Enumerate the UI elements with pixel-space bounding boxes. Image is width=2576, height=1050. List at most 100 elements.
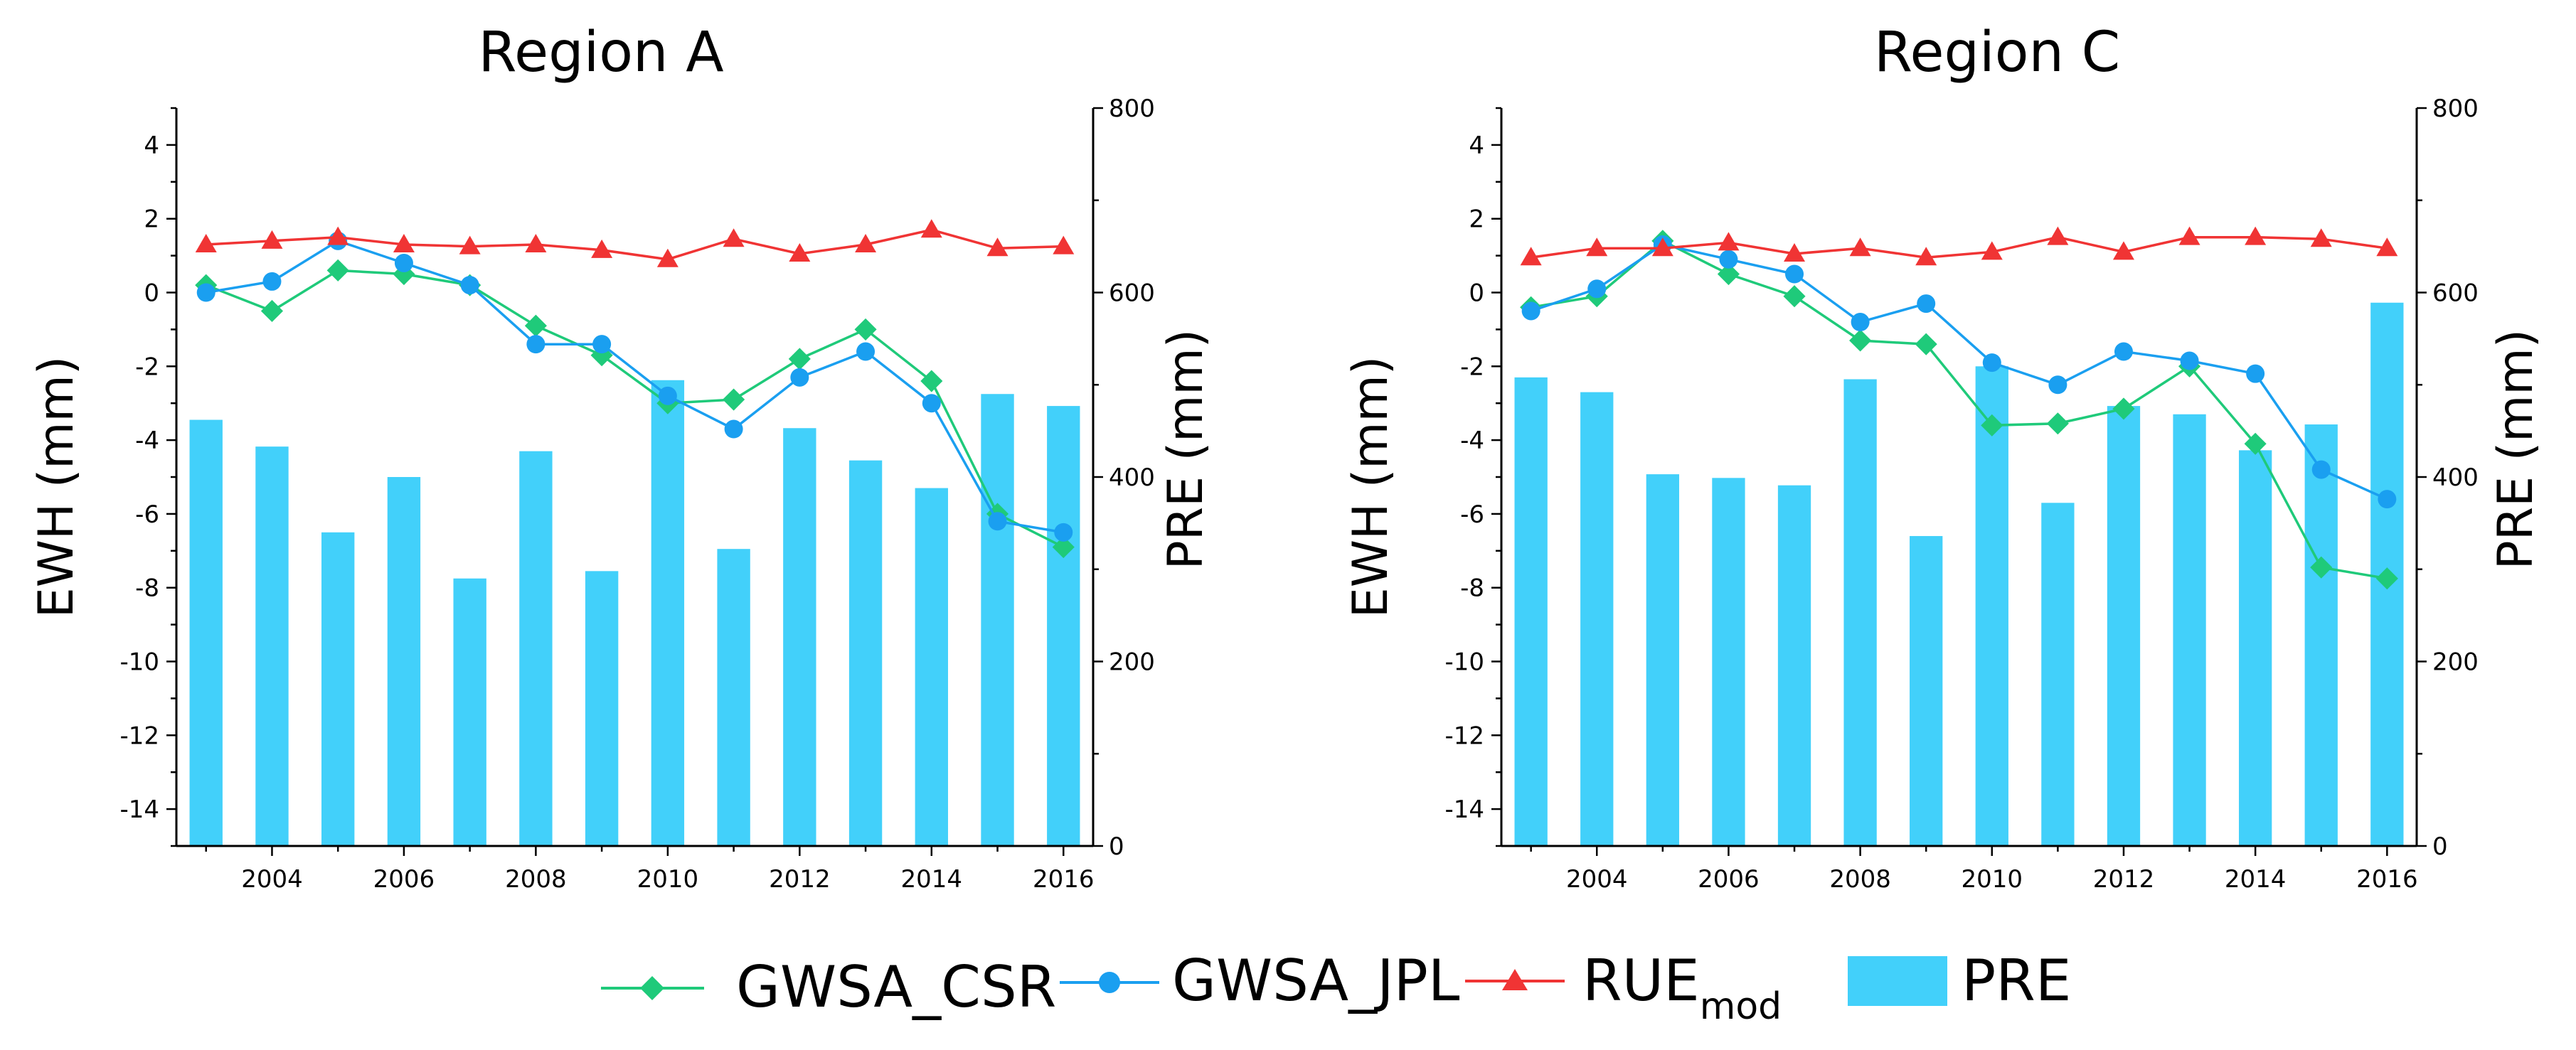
panel-c-csr-point-2016 [2375,567,2398,590]
panel-a-y2-tick-label: 200 [1109,648,1155,677]
panel-a-pre-bar-2016 [1047,406,1080,846]
panel-c-y-tick-label: 0 [1469,279,1484,308]
panel-a-pre-bar-2006 [387,477,421,846]
panel-c-jpl-point-2007 [1785,264,1804,284]
legend-jpl-circle-marker [1099,972,1120,993]
panel-a-plot: 4 2 0 -2 -4 -6 -8 -10 -12 -14 800 600 400 200 0 2004 200… [119,95,1154,894]
legend-pre-bar-swatch [1848,956,1947,1006]
panel-c-y-tick-label: -6 [1460,500,1484,529]
panel-c-csr-point-2010 [1981,414,2003,436]
panel-a-y2-tick-label: 400 [1109,464,1155,492]
panel-c-pre-bar-2010 [1975,366,2008,846]
panel-c-ylabel: EWH (mm) [1343,356,1399,618]
panel-c-csr-point-2007 [1783,285,1806,308]
panel-a-x-tick-label: 2008 [505,865,567,894]
panel-a-rue-point-2016 [1053,235,1075,255]
panel-c-pre-bar-2007 [1777,485,1811,846]
panel-c-rue-point-2010 [1981,241,2003,260]
panel-c-x-tick-label: 2010 [1962,865,2023,894]
panel-a-pre-bar-2013 [848,460,883,846]
legend-rue-label: RUEmod [1582,948,1782,1028]
panel-a-rue-point-2005 [327,226,349,245]
panel-c-y2label: PRE (mm) [2488,329,2544,569]
panel-a-rue-point-2014 [920,219,942,238]
legend-item-pre: PRE [1848,948,2071,1014]
panel-c-y2-tick-label: 200 [2432,648,2479,677]
panel-c-csr-point-2011 [2046,412,2069,435]
panel-c-pre-bar-2014 [2239,450,2272,846]
panel-a-pre-bar-2004 [255,446,289,846]
panel-c-y-tick-label: -10 [1444,648,1484,677]
panel-c-pre-bar-2004 [1580,392,1614,846]
panel-c-x-tick-label: 2004 [1566,865,1628,894]
panel-a-rue-point-2008 [525,234,547,253]
panel-c-jpl-point-2011 [2048,375,2067,395]
panel-c-jpl-point-2004 [1587,279,1607,299]
panel-a-csr-point-2011 [723,388,745,411]
panel-a-rue-point-2004 [261,230,283,249]
panel-a-jpl-point-2016 [1054,523,1073,542]
panel-c-x-tick-label: 2008 [1829,865,1891,894]
panel-c-csr-point-2008 [1849,329,1872,352]
panel-a-rue-point-2012 [789,243,811,262]
panel-a-y-tick-label: -10 [119,648,159,677]
panel-a-rue-point-2007 [459,235,481,255]
panel-c-pre-bar-2012 [2107,406,2141,846]
legend-pre-label: PRE [1962,948,2071,1014]
panel-a-pre-bar-2008 [519,451,553,846]
panel-a-jpl-point-2004 [262,272,282,291]
panel-a-x-tick-label: 2006 [373,865,435,894]
panel-c-csr-point-2014 [2244,432,2267,455]
panel-a-jpl-point-2014 [922,394,941,413]
panel-c-rue-point-2012 [2112,241,2134,260]
panel-c-y-tick-label: -14 [1444,795,1484,824]
panel-c-pre-bar-2015 [2304,424,2338,846]
panel-a-y-tick-label: -4 [135,427,159,455]
panel-a-pre-bar-2007 [453,578,486,846]
legend-jpl-label: GWSA_JPL [1172,948,1460,1014]
panel-a-ylabel: EWH (mm) [28,356,85,618]
panel-a-jpl-point-2013 [856,342,875,361]
panel-c-jpl-point-2015 [2311,460,2331,479]
panel-a-rue-point-2006 [393,234,415,253]
panel-c-rue-line [1531,235,2388,259]
panel-a-rue-point-2011 [723,228,745,247]
panel-a-jpl-point-2008 [526,335,545,354]
panel-a-jpl-point-2010 [658,386,677,405]
panel-a-title: Region A [478,21,723,85]
panel-c-rue-point-2016 [2376,237,2398,257]
panel-a-jpl-point-2015 [988,512,1007,531]
legend-rue-label-sub: mod [1700,985,1782,1028]
panel-c-rue-point-2005 [1651,237,1673,257]
panel-a-y-tick-label: -14 [119,795,159,824]
panel-a-jpl-point-2003 [196,283,215,302]
panel-c-y-tick-label: -8 [1460,574,1484,603]
panel-c-csr-point-2015 [2310,556,2333,579]
panel-a-csr-point-2013 [854,318,877,341]
panel-c-x-tick-label: 2014 [2225,865,2287,894]
panel-a-x-tick-label: 2010 [637,865,699,894]
panel-a-y-tick-label: -12 [119,722,159,750]
legend-csr-diamond-marker [640,976,664,1000]
panel-a-rue-point-2003 [195,234,217,253]
panel-c-jpl-point-2013 [2180,351,2199,370]
panel-c-plot: 4 2 0 -2 -4 -6 -8 -10 -12 -14 800 600 400 200 0 2004 200… [1444,95,2478,894]
panel-c-y-tick-label: 4 [1469,132,1484,160]
panel-c-pre-bar-2008 [1843,379,1877,846]
panel-c-jpl-point-2003 [1521,301,1540,321]
panel-c-rue-point-2009 [1915,247,1937,266]
panel-c-x-tick-label: 2006 [1698,865,1760,894]
panel-c-jpl-point-2014 [2246,364,2265,383]
panel-a-x-tick-label: 2016 [1033,865,1095,894]
legend-item-gwsa-csr: GWSA_CSR [601,954,1056,1020]
panel-a-y2-tick-label: 600 [1109,279,1155,308]
panel-a-csr-line [206,269,1065,549]
panel-c-rue-point-2013 [2178,226,2200,245]
panel-a-y2-tick-label: 800 [1109,95,1155,123]
legend-rue-label-main: RUE [1582,948,1700,1014]
panel-c-y-tick-label: 2 [1469,205,1484,234]
panel-c-jpl-point-2006 [1719,250,1738,269]
panel-c-y2-tick-label: 400 [2432,464,2479,492]
panel-c-rue-point-2008 [1849,237,1871,257]
